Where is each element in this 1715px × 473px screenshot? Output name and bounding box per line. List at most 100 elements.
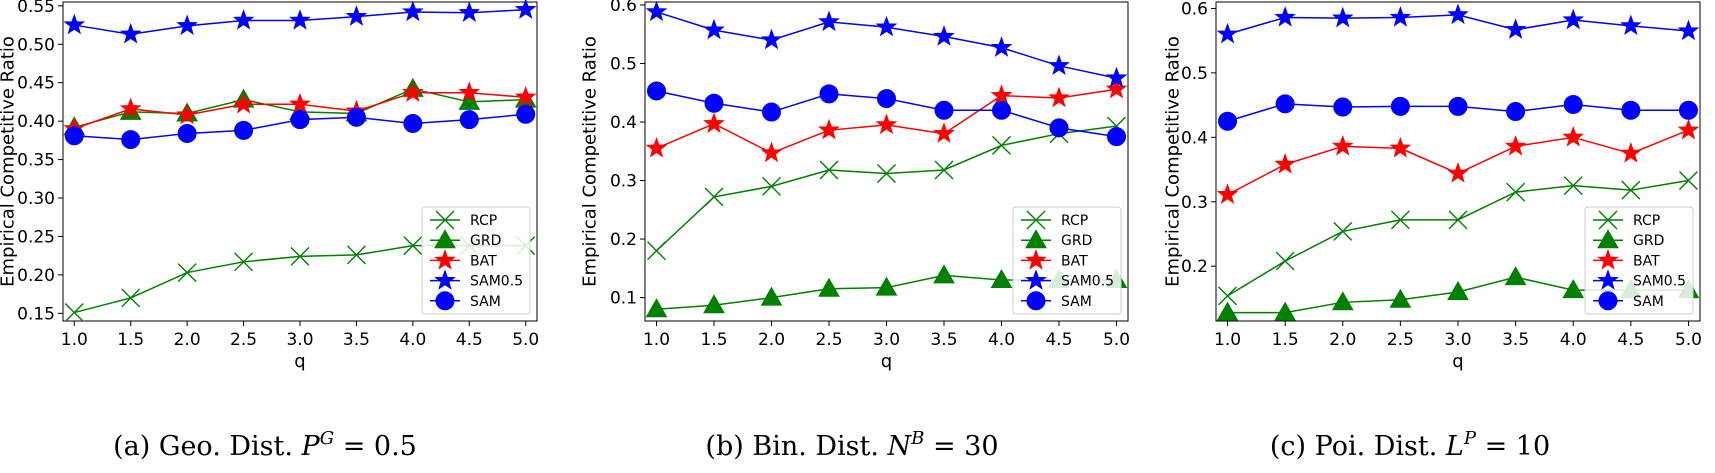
data-point — [1447, 162, 1469, 183]
data-point — [1677, 118, 1700, 140]
caption-prefix: (c) Poi. Dist. — [1270, 431, 1446, 462]
x-tick-label: 2.5 — [815, 330, 842, 350]
x-axis-label: q — [294, 351, 305, 372]
data-point — [290, 246, 310, 266]
caption-value: = 0.5 — [334, 431, 417, 462]
x-tick-label: 4.0 — [988, 330, 1015, 350]
data-point — [232, 9, 255, 30]
data-point — [933, 25, 955, 46]
series-sam — [1218, 94, 1698, 131]
data-point — [875, 276, 898, 296]
panel-caption: (a) Geo. Dist. PG = 0.5 — [113, 428, 417, 462]
data-point — [703, 112, 725, 133]
y-tick-label: 0.3 — [610, 172, 637, 192]
data-point — [1504, 18, 1527, 39]
caption-value: = 30 — [924, 431, 998, 462]
x-axis-label: q — [1452, 351, 1463, 372]
x-tick-label: 3.0 — [286, 330, 313, 350]
data-point — [1275, 94, 1295, 114]
series-sam — [64, 104, 536, 150]
x-tick-label: 4.5 — [1617, 330, 1644, 350]
y-axis-label: Empirical Competitive Ratio — [1163, 36, 1184, 287]
data-point — [121, 288, 141, 308]
caption-variable: L — [1445, 431, 1464, 462]
data-point — [704, 93, 724, 113]
x-tick-label: 2.5 — [1387, 330, 1414, 350]
chart-panel-3: 1.0 1.5 2.0 2.5 3.0 3.5 4.0 4.5 5.0 0.2 0.3 0.4 0.5 0… — [1163, 0, 1702, 462]
y-tick-label: 0.30 — [17, 189, 55, 209]
legend: RCP GRD BAT SAM0.5 SAM — [421, 206, 531, 315]
x-tick-label: 2.0 — [174, 330, 201, 350]
data-point — [1678, 100, 1698, 120]
caption-superscript: G — [320, 428, 334, 449]
data-point — [1621, 100, 1641, 120]
data-point — [402, 81, 424, 102]
data-point — [64, 303, 84, 323]
x-tick-label: 5.0 — [1675, 330, 1702, 350]
caption-superscript: P — [1463, 428, 1477, 449]
y-tick-label: 0.40 — [17, 112, 55, 132]
legend-marker — [1025, 269, 1047, 290]
data-point — [1274, 153, 1296, 174]
data-point — [1216, 301, 1239, 321]
data-point — [760, 28, 783, 50]
data-point — [290, 110, 310, 130]
data-point — [402, 0, 424, 22]
x-tick-label: 4.0 — [399, 330, 426, 350]
data-point — [819, 160, 839, 180]
data-point — [121, 130, 141, 150]
data-point — [1562, 125, 1585, 147]
series-rcp — [1218, 171, 1698, 306]
y-tick-label: 0.50 — [17, 35, 55, 55]
legend-marker — [1026, 210, 1046, 230]
data-point — [345, 5, 368, 26]
data-point — [346, 245, 366, 265]
data-point — [232, 92, 255, 114]
data-point — [1049, 118, 1069, 138]
x-tick-label: 2.0 — [758, 330, 785, 350]
x-axis-label: q — [881, 351, 892, 372]
data-point — [1621, 180, 1641, 200]
data-point — [934, 160, 954, 180]
legend-marker — [1026, 291, 1046, 311]
x-tick-label: 1.0 — [61, 330, 88, 350]
legend-label: SAM0.5 — [1061, 274, 1114, 290]
x-tick-label: 1.5 — [1272, 330, 1299, 350]
legend-label: GRD — [1633, 233, 1664, 249]
data-point — [1105, 77, 1128, 99]
data-point — [1275, 251, 1295, 271]
panel-caption: (c) Poi. Dist. LP = 10 — [1270, 428, 1550, 462]
legend-label: BAT — [1633, 253, 1660, 269]
data-point — [1562, 279, 1585, 299]
data-point — [177, 263, 197, 283]
y-tick-label: 0.3 — [1181, 193, 1208, 213]
data-point — [1678, 171, 1698, 191]
data-point — [1274, 301, 1297, 321]
y-axis-label: Empirical Competitive Ratio — [0, 36, 19, 287]
data-point — [992, 135, 1011, 155]
y-tick-label: 0.4 — [1181, 128, 1208, 148]
legend-marker — [435, 210, 455, 230]
chart-panel-1: 1.0 1.5 2.0 2.5 3.0 3.5 4.0 4.5 5.0 0.15 0.20 0.25 0… — [0, 0, 539, 462]
data-point — [990, 269, 1013, 289]
data-point — [704, 187, 724, 207]
series-sam05 — [63, 0, 537, 44]
legend-marker — [1025, 229, 1047, 249]
legend-label: BAT — [470, 253, 497, 269]
data-point — [119, 22, 142, 44]
data-point — [1390, 96, 1410, 116]
data-point — [647, 241, 666, 261]
caption-superscript: B — [910, 428, 924, 449]
data-point — [1563, 176, 1583, 196]
chart-panel-2: 1.0 1.5 2.0 2.5 3.0 3.5 4.0 4.5 5.0 0.1 0.2 0.3 0.4 0… — [580, 0, 1131, 462]
legend-label: SAM — [1633, 294, 1664, 310]
legend-marker — [1025, 249, 1047, 270]
data-point — [1331, 6, 1354, 28]
data-point — [234, 252, 254, 272]
data-point — [645, 298, 668, 318]
data-point — [762, 102, 781, 122]
data-point — [1504, 134, 1527, 156]
x-tick-label: 1.5 — [700, 330, 727, 350]
caption-prefix: (a) Geo. Dist. — [113, 431, 301, 462]
legend-label: RCP — [1061, 213, 1088, 229]
